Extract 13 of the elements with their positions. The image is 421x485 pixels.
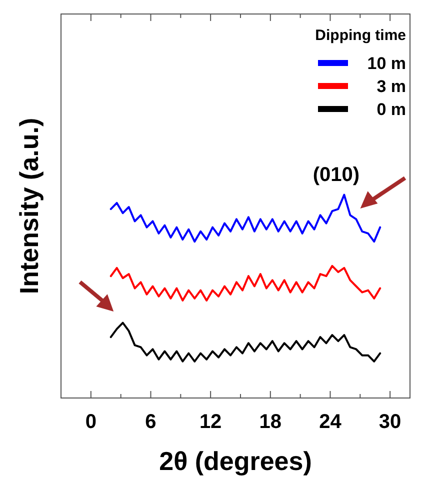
y-axis-title: Intensity (a.u.) bbox=[14, 118, 44, 294]
x-tick-label: 12 bbox=[199, 411, 222, 433]
x-tick-label: 30 bbox=[378, 411, 402, 433]
legend-title: Dipping time bbox=[315, 27, 406, 44]
x-tick-label: 18 bbox=[259, 411, 282, 433]
x-axis-title: 2θ (degrees) bbox=[159, 446, 312, 476]
x-tick-label: 6 bbox=[145, 411, 156, 433]
x-tick-label: 24 bbox=[319, 411, 342, 433]
legend-label: 10 m bbox=[367, 54, 406, 73]
legend-label: 3 m bbox=[376, 77, 406, 96]
x-tick-label: 0 bbox=[85, 411, 96, 433]
annotation: (010) bbox=[312, 164, 360, 186]
legend-label: 0 m bbox=[376, 100, 406, 119]
